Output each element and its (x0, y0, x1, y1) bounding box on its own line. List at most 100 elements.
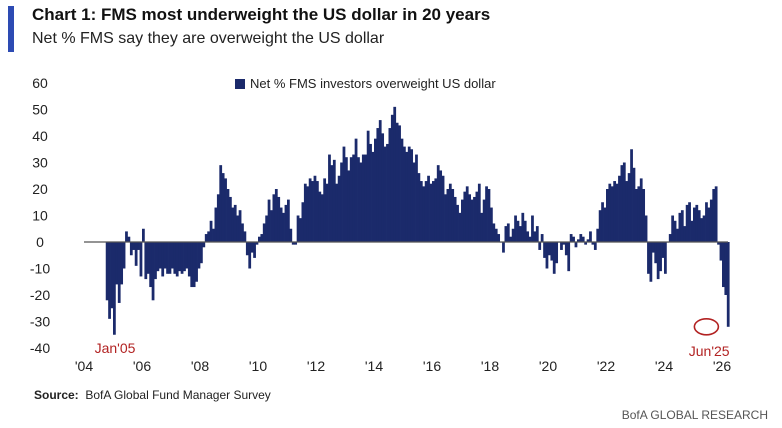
data-bar (219, 165, 223, 242)
data-bar (347, 170, 351, 242)
data-bar (453, 196, 457, 242)
data-bar (688, 202, 691, 242)
data-bar (572, 236, 575, 242)
data-bar (562, 242, 566, 245)
data-bar (209, 220, 213, 242)
data-bar (212, 228, 215, 242)
data-bar (535, 226, 539, 242)
data-bar (233, 204, 237, 242)
data-bar (726, 242, 730, 327)
data-bar (395, 122, 399, 242)
data-bar (584, 242, 588, 245)
data-bar (374, 138, 377, 242)
source-text: BofA Global Fund Manager Survey (85, 388, 271, 402)
data-bar (354, 138, 358, 242)
data-bar (168, 242, 172, 274)
data-bar (154, 242, 157, 280)
data-bar (422, 186, 426, 242)
data-bar (361, 154, 365, 242)
data-bar (238, 210, 242, 242)
data-bar (647, 242, 650, 274)
data-bar (320, 194, 324, 242)
data-bar (171, 242, 174, 269)
data-bar (598, 210, 602, 242)
data-bar (378, 120, 382, 242)
data-bar (323, 178, 327, 242)
data-bar (253, 242, 256, 258)
data-bar (627, 173, 631, 242)
y-tick-label: 40 (32, 128, 48, 144)
data-bar (258, 236, 261, 242)
data-bar (603, 207, 607, 242)
data-bar (511, 228, 515, 242)
data-bar (463, 191, 467, 242)
data-bar (245, 242, 249, 256)
data-bar (664, 242, 667, 274)
data-bar (149, 242, 153, 288)
data-bar (632, 167, 636, 242)
data-bar (134, 242, 138, 266)
data-bar (287, 199, 290, 242)
data-bar (398, 125, 401, 242)
data-bar (393, 106, 397, 242)
data-bar (291, 242, 295, 245)
data-bar (668, 234, 672, 242)
data-bar (618, 175, 621, 242)
x-tick-label: '08 (191, 358, 209, 374)
data-bar (579, 234, 583, 242)
data-bar (345, 157, 348, 242)
data-bar (376, 128, 380, 242)
y-tick-label: 60 (32, 75, 48, 91)
data-bar (108, 242, 111, 319)
data-bar (366, 130, 370, 242)
chart-subtitle: Net % FMS say they are overweight the US… (32, 30, 385, 47)
data-bar (349, 157, 353, 242)
data-bar (523, 220, 527, 242)
data-bar (267, 199, 271, 242)
data-bar (330, 165, 334, 242)
data-bar (436, 165, 440, 242)
data-bar (410, 149, 414, 242)
data-bar (448, 183, 452, 242)
data-bar (545, 242, 549, 269)
data-bar (142, 228, 145, 242)
data-bar (173, 242, 177, 274)
data-bar (158, 242, 162, 269)
data-bar (717, 242, 720, 245)
data-bar (591, 242, 595, 245)
data-bar (577, 239, 580, 242)
data-bar (190, 242, 194, 288)
x-tick-label: '12 (307, 358, 325, 374)
data-bar (719, 242, 723, 261)
data-bar (564, 242, 568, 256)
data-bar (407, 146, 411, 242)
data-bar (403, 146, 406, 242)
data-bar (659, 242, 662, 272)
data-bar (383, 146, 387, 242)
data-bar (386, 143, 389, 242)
data-bar (685, 204, 689, 242)
data-bar (680, 210, 684, 242)
data-bar (313, 175, 317, 242)
data-bar (531, 215, 534, 242)
data-bar (714, 186, 718, 242)
data-bar (427, 175, 430, 242)
data-bar (243, 231, 247, 242)
y-tick-label: -20 (30, 287, 50, 303)
data-bar (197, 242, 201, 269)
data-bar (509, 236, 513, 242)
data-bar (695, 204, 699, 242)
data-bar (722, 242, 725, 288)
data-bar (357, 157, 360, 242)
data-bar (526, 231, 530, 242)
y-tick-label: 10 (32, 208, 48, 224)
data-bar (318, 191, 322, 242)
data-bar (451, 189, 455, 242)
data-bar (105, 242, 109, 301)
data-bar (369, 143, 372, 242)
data-bar (613, 181, 617, 242)
data-bar (419, 181, 423, 242)
data-bar (678, 212, 682, 242)
data-bar (122, 242, 126, 269)
data-bar (540, 234, 544, 242)
